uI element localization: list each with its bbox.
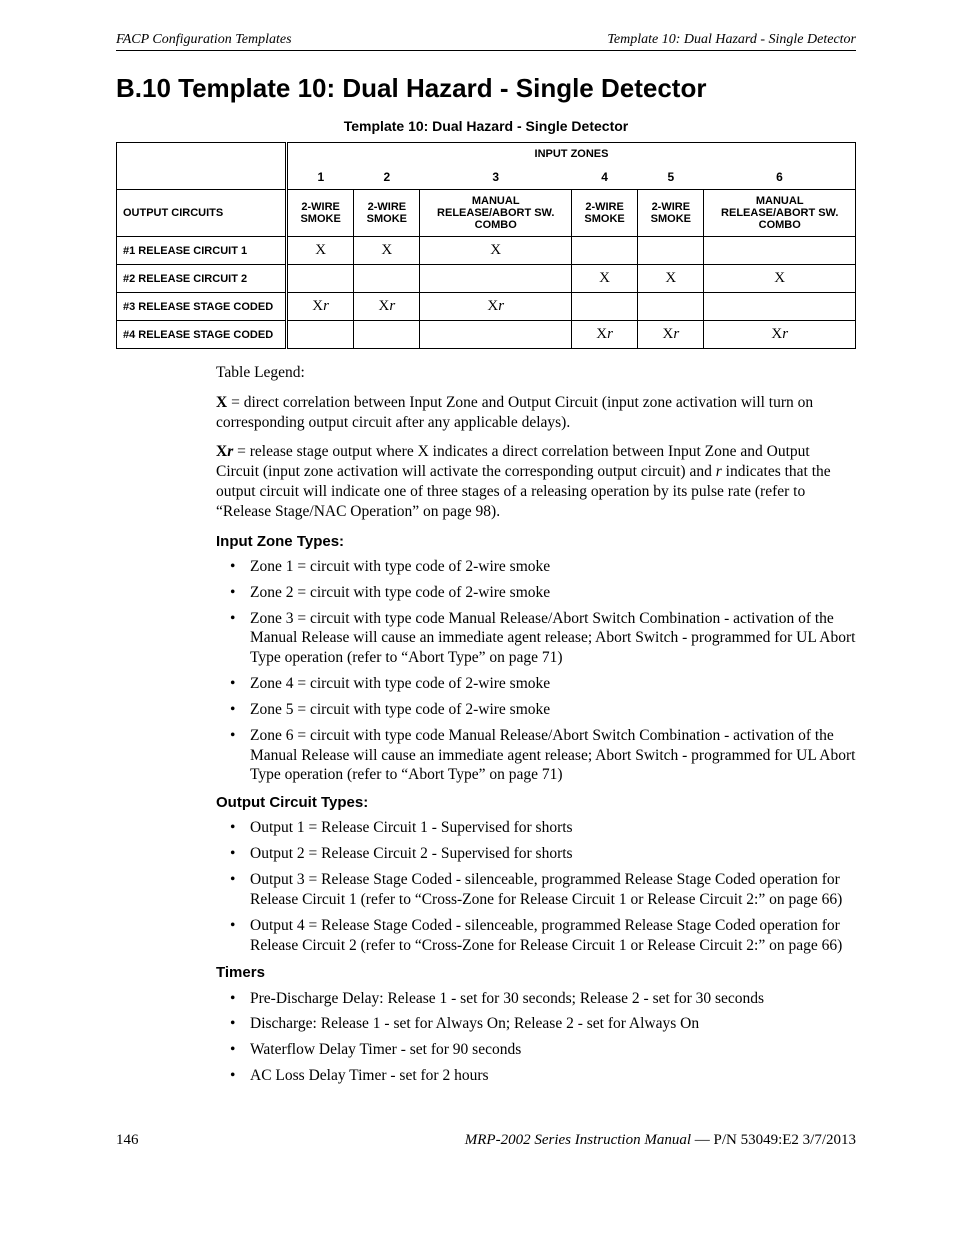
table-row: #2 RELEASE CIRCUIT 2XXX — [117, 265, 856, 293]
list-item: Output 4 = Release Stage Coded - silence… — [216, 916, 856, 956]
table-cell: Xr — [704, 321, 856, 349]
correlation-table: INPUT ZONES 1 2 3 4 5 6 OUTPUT CIRCUITS … — [116, 142, 856, 349]
table-cell: X — [704, 265, 856, 293]
running-header: FACP Configuration Templates Template 10… — [116, 32, 856, 51]
section-title: B.10 Template 10: Dual Hazard - Single D… — [116, 73, 856, 104]
list-item: Zone 3 = circuit with type code Manual R… — [216, 609, 856, 668]
list-item: AC Loss Delay Timer - set for 2 hours — [216, 1066, 856, 1086]
timers-list: Pre-Discharge Delay: Release 1 - set for… — [216, 989, 856, 1086]
input-zones-header: INPUT ZONES — [287, 143, 856, 166]
header-left: FACP Configuration Templates — [116, 32, 292, 48]
table-cell: Xr — [287, 293, 354, 321]
table-cell: X — [420, 237, 572, 265]
list-item: Zone 6 = circuit with type code Manual R… — [216, 726, 856, 785]
part-number: — P/N 53049:E2 3/7/2013 — [691, 1132, 856, 1148]
row-label: #1 RELEASE CIRCUIT 1 — [117, 237, 287, 265]
row-label: #2 RELEASE CIRCUIT 2 — [117, 265, 287, 293]
input-zones-heading: Input Zone Types: — [216, 532, 856, 551]
legend-intro: Table Legend: — [216, 363, 856, 383]
page: FACP Configuration Templates Template 10… — [0, 0, 954, 1179]
table-cell: X — [638, 265, 704, 293]
table-cell — [571, 237, 637, 265]
row-label: #3 RELEASE STAGE CODED — [117, 293, 287, 321]
legend-xr: Xr = release stage output where X indica… — [216, 442, 856, 521]
list-item: Zone 2 = circuit with type code of 2-wir… — [216, 583, 856, 603]
table-cell: Xr — [638, 321, 704, 349]
table-row: #3 RELEASE STAGE CODEDXrXrXr — [117, 293, 856, 321]
table-cell: X — [571, 265, 637, 293]
legend-x: X = direct correlation between Input Zon… — [216, 393, 856, 433]
input-zones-list: Zone 1 = circuit with type code of 2-wir… — [216, 557, 856, 785]
outputs-list: Output 1 = Release Circuit 1 - Supervise… — [216, 818, 856, 955]
page-number: 146 — [116, 1132, 139, 1149]
table-cell — [638, 237, 704, 265]
list-item: Zone 4 = circuit with type code of 2-wir… — [216, 674, 856, 694]
table-cell — [704, 293, 856, 321]
list-item: Zone 5 = circuit with type code of 2-wir… — [216, 700, 856, 720]
table-cell — [354, 321, 420, 349]
timers-heading: Timers — [216, 963, 856, 982]
list-item: Output 2 = Release Circuit 2 - Supervise… — [216, 844, 856, 864]
table-cell: Xr — [420, 293, 572, 321]
table-cell: X — [287, 237, 354, 265]
list-item: Waterflow Delay Timer - set for 90 secon… — [216, 1040, 856, 1060]
table-cell — [704, 237, 856, 265]
table-cell — [420, 321, 572, 349]
list-item: Discharge: Release 1 - set for Always On… — [216, 1014, 856, 1034]
output-circuits-label: OUTPUT CIRCUITS — [117, 190, 287, 237]
table-row: #1 RELEASE CIRCUIT 1XXX — [117, 237, 856, 265]
table-cell — [287, 321, 354, 349]
table-cell: Xr — [571, 321, 637, 349]
list-item: Output 1 = Release Circuit 1 - Supervise… — [216, 818, 856, 838]
table-cell: Xr — [354, 293, 420, 321]
list-item: Output 3 = Release Stage Coded - silence… — [216, 870, 856, 910]
table-cell — [354, 265, 420, 293]
list-item: Pre-Discharge Delay: Release 1 - set for… — [216, 989, 856, 1009]
page-footer: 146 MRP-2002 Series Instruction Manual —… — [116, 1132, 856, 1149]
manual-title: MRP-2002 Series Instruction Manual — [465, 1132, 691, 1148]
header-right: Template 10: Dual Hazard - Single Detect… — [607, 32, 856, 48]
table-cell — [638, 293, 704, 321]
table-cell — [571, 293, 637, 321]
list-item: Zone 1 = circuit with type code of 2-wir… — [216, 557, 856, 577]
table-cell — [420, 265, 572, 293]
table-cell — [287, 265, 354, 293]
table-caption: Template 10: Dual Hazard - Single Detect… — [116, 118, 856, 134]
row-label: #4 RELEASE STAGE CODED — [117, 321, 287, 349]
table-row: #4 RELEASE STAGE CODEDXrXrXr — [117, 321, 856, 349]
body-content: Table Legend: X = direct correlation bet… — [216, 363, 856, 1086]
table-cell: X — [354, 237, 420, 265]
output-circuits-heading: Output Circuit Types: — [216, 793, 856, 812]
zone-header-row: OUTPUT CIRCUITS 2-WIRE SMOKE 2-WIRE SMOK… — [117, 190, 856, 237]
